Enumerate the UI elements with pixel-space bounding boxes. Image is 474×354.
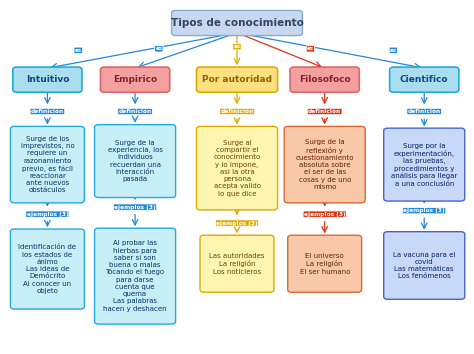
FancyBboxPatch shape: [288, 235, 362, 292]
Text: definición: definición: [408, 109, 441, 114]
Text: La vacuna para el
covid
Las matemáticas
Los fenómenos: La vacuna para el covid Las matemáticas …: [393, 252, 456, 279]
FancyBboxPatch shape: [196, 126, 277, 210]
FancyBboxPatch shape: [200, 235, 274, 292]
FancyBboxPatch shape: [390, 67, 459, 92]
FancyBboxPatch shape: [100, 67, 170, 92]
Text: es: es: [234, 44, 240, 49]
Text: definición: definición: [118, 109, 152, 114]
Text: es: es: [75, 48, 82, 53]
Text: Cientifico: Cientifico: [400, 75, 448, 84]
FancyBboxPatch shape: [13, 67, 82, 92]
FancyBboxPatch shape: [172, 10, 302, 36]
Text: Filosofoco: Filosofoco: [299, 75, 350, 84]
Text: Por autoridad: Por autoridad: [202, 75, 272, 84]
Text: ejemplos (3): ejemplos (3): [403, 208, 445, 213]
Text: ejemplos (3): ejemplos (3): [304, 212, 346, 217]
Text: Al probar las
hierbas para
saber si son
buena o malas
Tocando el fuego
para dars: Al probar las hierbas para saber si son …: [103, 240, 167, 312]
Text: El universo
La religión
El ser humano: El universo La religión El ser humano: [300, 253, 350, 275]
Text: ejemplos (3): ejemplos (3): [216, 221, 258, 225]
Text: Surge de la
experiencia, los
individuos
recuerdan una
interacción
pasada: Surge de la experiencia, los individuos …: [108, 140, 163, 182]
Text: definición: definición: [308, 109, 341, 114]
FancyBboxPatch shape: [94, 125, 175, 198]
Text: Las autoridades
La religión
Los noticieros: Las autoridades La religión Los noticier…: [209, 253, 265, 275]
FancyBboxPatch shape: [290, 67, 359, 92]
Text: Surge de la
reflexión y
cuestionamiento
absoluta sobre
el ser de las
cosas y de : Surge de la reflexión y cuestionamiento …: [295, 139, 354, 190]
Text: definición: definición: [220, 109, 254, 114]
FancyBboxPatch shape: [94, 228, 175, 324]
Text: es: es: [390, 48, 397, 53]
FancyBboxPatch shape: [196, 67, 277, 92]
FancyBboxPatch shape: [383, 128, 465, 201]
Text: Surge por la
experimentación,
las pruebas,
procedimientos y
análisis para llegar: Surge por la experimentación, las prueba…: [391, 143, 457, 187]
FancyBboxPatch shape: [10, 229, 84, 309]
Text: Intuitivo: Intuitivo: [26, 75, 69, 84]
FancyBboxPatch shape: [383, 232, 465, 299]
Text: definición: definición: [31, 109, 64, 114]
Text: Tipos de conocimiento: Tipos de conocimiento: [171, 18, 303, 28]
Text: ejemplos (3): ejemplos (3): [27, 212, 68, 217]
Text: es: es: [155, 46, 162, 51]
FancyBboxPatch shape: [284, 126, 365, 203]
FancyBboxPatch shape: [10, 126, 84, 203]
Text: Empirico: Empirico: [113, 75, 157, 84]
Text: Surge de los
imprevistos, no
requiere un
razonamiento
previo, es fácil
reacciona: Surge de los imprevistos, no requiere un…: [20, 136, 74, 193]
Text: es: es: [307, 46, 314, 51]
Text: Identificación de
los estados de
ánimo
Las ideas de
Demócrito
Al conocer un
obje: Identificación de los estados de ánimo L…: [18, 244, 76, 294]
Text: Surge al
compartir el
conocimiento
y lo impone,
asi la otra
persona
acepta valid: Surge al compartir el conocimiento y lo …: [213, 140, 261, 196]
Text: ejemplos (3): ejemplos (3): [114, 205, 156, 210]
